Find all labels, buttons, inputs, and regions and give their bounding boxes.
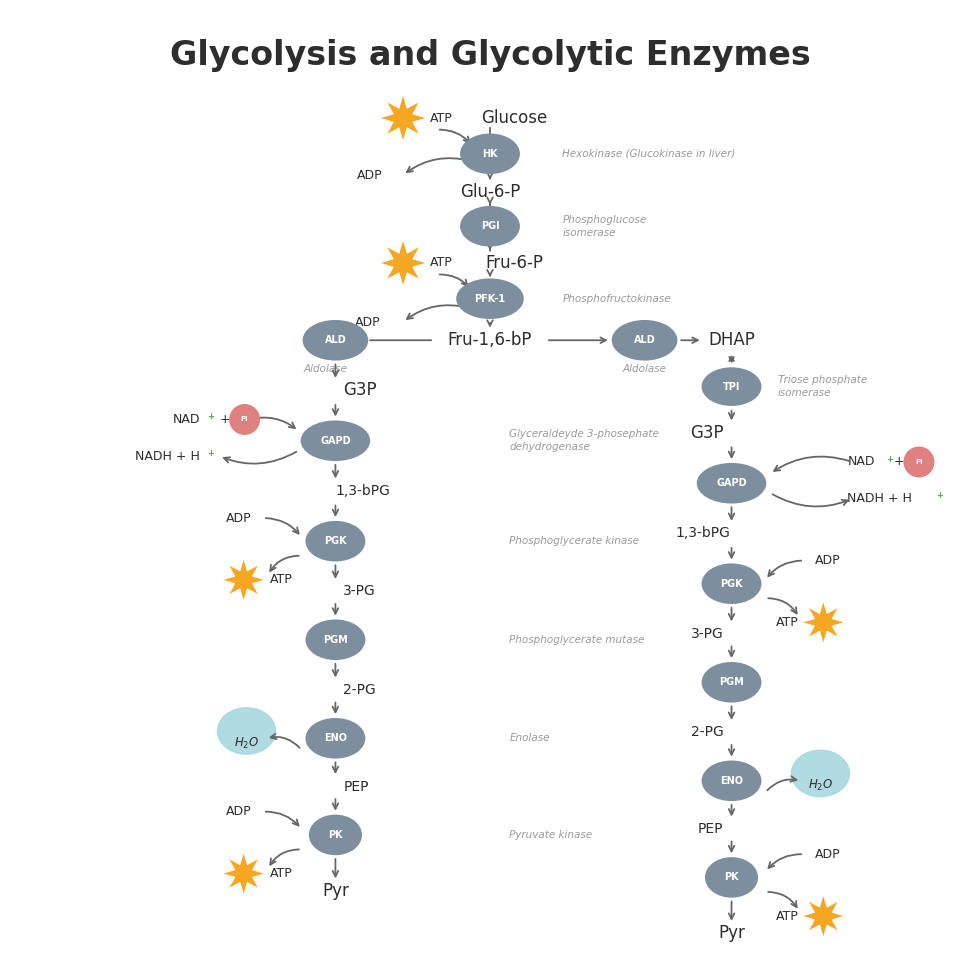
Text: ATP: ATP (776, 615, 799, 629)
Text: DHAP: DHAP (709, 331, 755, 349)
Text: NADH + H: NADH + H (848, 492, 912, 506)
Text: PEP: PEP (344, 780, 369, 794)
Circle shape (229, 404, 260, 435)
Text: +: + (886, 455, 893, 464)
Text: +: + (220, 413, 230, 426)
Text: PGK: PGK (720, 579, 743, 589)
Text: Glycolysis and Glycolytic Enzymes: Glycolysis and Glycolytic Enzymes (170, 39, 810, 72)
Polygon shape (222, 559, 265, 601)
Text: ADP: ADP (355, 317, 380, 329)
Polygon shape (802, 895, 845, 937)
Text: $H_2O$: $H_2O$ (234, 736, 259, 751)
Text: ADP: ADP (815, 554, 841, 567)
Text: Triose phosphate
isomerase: Triose phosphate isomerase (778, 375, 867, 398)
Text: ATP: ATP (430, 257, 453, 270)
Text: $H_2O$: $H_2O$ (808, 778, 833, 793)
Text: +: + (894, 456, 905, 468)
Text: ADP: ADP (815, 848, 841, 860)
Text: PGM: PGM (323, 635, 348, 645)
Text: ADP: ADP (357, 169, 382, 181)
Text: PGK: PGK (324, 536, 347, 546)
Polygon shape (802, 601, 845, 644)
Text: 1,3-bPG: 1,3-bPG (335, 484, 390, 498)
Text: PEP: PEP (698, 822, 723, 836)
Text: Phosphoglycerate mutase: Phosphoglycerate mutase (510, 635, 645, 645)
Text: NAD: NAD (172, 413, 200, 426)
Ellipse shape (309, 814, 362, 856)
Text: ATP: ATP (430, 112, 453, 124)
Text: Phosphoglycerate kinase: Phosphoglycerate kinase (510, 536, 639, 546)
Text: +: + (207, 449, 214, 458)
Ellipse shape (702, 368, 761, 406)
Text: NAD: NAD (848, 456, 875, 468)
Text: Pyruvate kinase: Pyruvate kinase (510, 830, 593, 840)
Circle shape (904, 447, 934, 477)
Text: HK: HK (482, 149, 498, 159)
Text: 2-PG: 2-PG (343, 683, 376, 697)
Text: Aldolase: Aldolase (622, 365, 666, 374)
Text: Pyr: Pyr (718, 924, 745, 943)
Text: ATP: ATP (270, 573, 292, 586)
Text: GAPD: GAPD (716, 478, 747, 488)
Ellipse shape (303, 319, 368, 361)
Polygon shape (222, 853, 265, 895)
Ellipse shape (306, 619, 366, 661)
Text: Pi: Pi (241, 416, 248, 422)
Text: ATP: ATP (776, 909, 799, 922)
Text: ENO: ENO (324, 733, 347, 743)
Text: G3P: G3P (691, 424, 724, 442)
Text: Aldolase: Aldolase (304, 365, 348, 374)
Ellipse shape (456, 278, 524, 319)
Ellipse shape (460, 133, 520, 174)
Polygon shape (792, 751, 850, 797)
Polygon shape (379, 239, 426, 286)
Text: Fru-6-P: Fru-6-P (485, 254, 543, 272)
Ellipse shape (702, 564, 761, 604)
Text: PK: PK (724, 872, 739, 882)
Text: Glucose: Glucose (481, 109, 547, 127)
Text: NADH + H: NADH + H (135, 450, 200, 463)
Text: ADP: ADP (226, 806, 252, 818)
Text: ALD: ALD (324, 335, 346, 345)
Text: ENO: ENO (720, 776, 743, 786)
Ellipse shape (306, 718, 366, 759)
Text: Hexokinase (Glucokinase in liver): Hexokinase (Glucokinase in liver) (563, 149, 736, 159)
Text: GAPD: GAPD (320, 436, 351, 446)
Ellipse shape (702, 662, 761, 703)
Text: Fru-1,6-bP: Fru-1,6-bP (448, 331, 532, 349)
Text: TPI: TPI (723, 381, 740, 392)
Text: Glyceraldeyde 3-phosephate
dehydrogenase: Glyceraldeyde 3-phosephate dehydrogenase (510, 429, 660, 453)
Text: +: + (207, 412, 214, 421)
Text: Phosphofructokinase: Phosphofructokinase (563, 294, 671, 304)
Ellipse shape (306, 521, 366, 562)
Ellipse shape (612, 319, 677, 361)
Text: G3P: G3P (343, 381, 376, 400)
Text: PFK-1: PFK-1 (474, 294, 506, 304)
Text: ADP: ADP (226, 512, 252, 524)
Text: ALD: ALD (634, 335, 656, 345)
Ellipse shape (705, 858, 759, 898)
Ellipse shape (702, 760, 761, 801)
Ellipse shape (697, 463, 766, 504)
Ellipse shape (301, 420, 370, 461)
Text: Glu-6-P: Glu-6-P (460, 183, 520, 202)
Text: ATP: ATP (270, 867, 292, 880)
Text: 3-PG: 3-PG (691, 627, 724, 641)
Text: Phosphoglucose
isomerase: Phosphoglucose isomerase (563, 215, 647, 238)
Polygon shape (218, 708, 275, 755)
Text: Pyr: Pyr (322, 882, 349, 900)
Text: PK: PK (328, 830, 343, 840)
Text: 3-PG: 3-PG (343, 584, 376, 599)
Text: 2-PG: 2-PG (691, 725, 724, 740)
Text: PGI: PGI (480, 221, 500, 231)
Text: Enolase: Enolase (510, 733, 550, 743)
Polygon shape (379, 95, 426, 141)
Text: 1,3-bPG: 1,3-bPG (675, 526, 730, 541)
Text: PGM: PGM (719, 677, 744, 687)
Ellipse shape (460, 206, 520, 247)
Text: +: + (936, 491, 944, 501)
Text: Pi: Pi (915, 459, 923, 465)
